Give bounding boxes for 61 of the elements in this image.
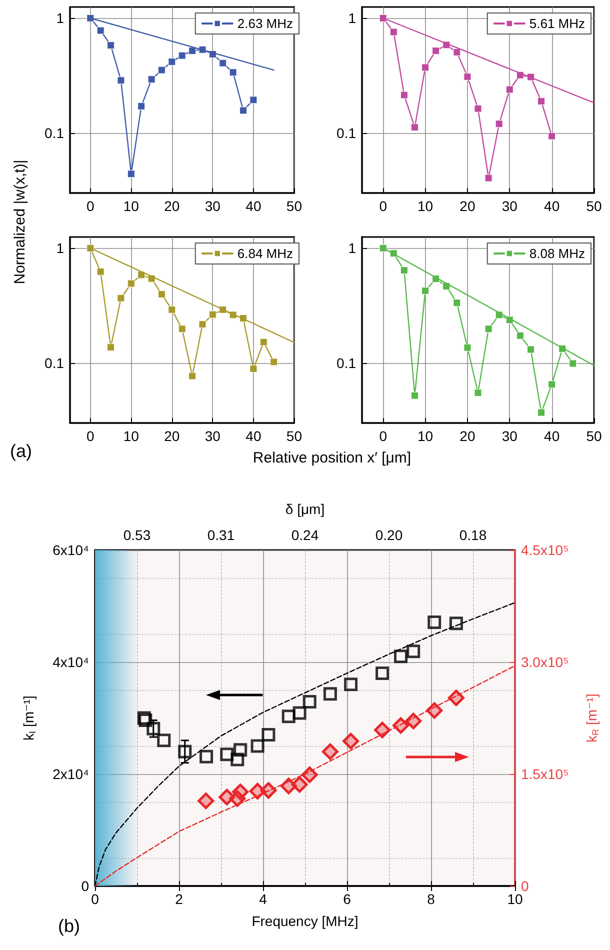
text: (b) <box>58 916 80 936</box>
x-tick-label: 30 <box>204 428 221 444</box>
y2-axis-title: kR [m⁻¹] <box>584 694 600 742</box>
legend-label: 2.63 MHz <box>237 16 294 31</box>
x-tick-label: 50 <box>586 198 602 214</box>
x-tick-label: 6 <box>343 891 352 907</box>
x-tick-label: 0 <box>379 198 388 214</box>
y-tick-label: 0.1 <box>44 354 64 371</box>
y-tick-label: 0.1 <box>336 124 356 141</box>
legend-label: 5.61 MHz <box>529 16 586 31</box>
y-tick-label: 1 <box>56 240 64 256</box>
x-tick-label: 4 <box>259 891 268 907</box>
text: 0.53 <box>123 527 151 543</box>
x-tick-label: 10 <box>417 198 434 214</box>
y-axis-title: kI [m⁻¹] <box>20 696 38 740</box>
x-tick-label: 40 <box>544 198 560 214</box>
x-tick-label: 10 <box>507 891 523 907</box>
x-tick-label: 0 <box>379 428 388 444</box>
y2-tick-label: 3.0x10⁵ <box>521 654 569 670</box>
text: 0.18 <box>459 527 487 543</box>
legend-label: 8.08 MHz <box>529 246 586 261</box>
x-tick-label: 50 <box>286 198 302 214</box>
x-tick-label: 30 <box>204 198 221 214</box>
x-tick-label: 40 <box>246 198 262 214</box>
y2-tick-label: 4.5x10⁵ <box>521 542 569 558</box>
y-tick-label: 6x10⁴ <box>52 542 89 558</box>
y-axis-title: Normalized |w(x,t)| <box>12 160 28 284</box>
x2-axis-title: δ [μm] <box>285 501 325 517</box>
y-tick-label: 0 <box>81 878 90 894</box>
y-tick-label: 1 <box>56 10 64 26</box>
x-tick-label: 40 <box>246 428 262 444</box>
x-tick-label: 20 <box>460 428 476 444</box>
y-tick-label: 1 <box>348 10 356 26</box>
x-tick-label: 20 <box>164 428 180 444</box>
y-tick-label: 4x10⁴ <box>52 654 89 670</box>
text: 0.20 <box>375 527 403 543</box>
x-tick-label: 50 <box>586 428 602 444</box>
x-tick-label: 50 <box>286 428 302 444</box>
y2-tick-label: 1.5x10⁵ <box>521 766 569 782</box>
x-axis-title: Relative position x′ [μm] <box>252 450 412 466</box>
x-tick-label: 10 <box>123 428 140 444</box>
y-tick-label: 1 <box>348 240 356 256</box>
x-tick-label: 30 <box>502 428 518 444</box>
x-tick-label: 2 <box>175 891 184 907</box>
x-tick-label: 20 <box>460 198 476 214</box>
x-tick-label: 10 <box>417 428 434 444</box>
x-tick-label: 8 <box>427 891 436 907</box>
legend-label: 6.84 MHz <box>237 246 294 261</box>
text: (a) <box>10 441 32 461</box>
x-tick-label: 30 <box>502 198 518 214</box>
text: 0.24 <box>291 527 319 543</box>
x-tick-label: 20 <box>164 198 180 214</box>
x-tick-label: 40 <box>544 428 560 444</box>
y2-tick-label: 0 <box>521 878 529 894</box>
x-tick-label: 0 <box>91 891 100 907</box>
x-tick-label: 10 <box>123 198 140 214</box>
text: 0.31 <box>207 527 235 543</box>
y-tick-label: 2x10⁴ <box>52 766 89 782</box>
y-tick-label: 0.1 <box>336 354 356 371</box>
y-tick-label: 0.1 <box>44 124 64 141</box>
x-axis-title: Frequency [MHz] <box>252 913 358 929</box>
